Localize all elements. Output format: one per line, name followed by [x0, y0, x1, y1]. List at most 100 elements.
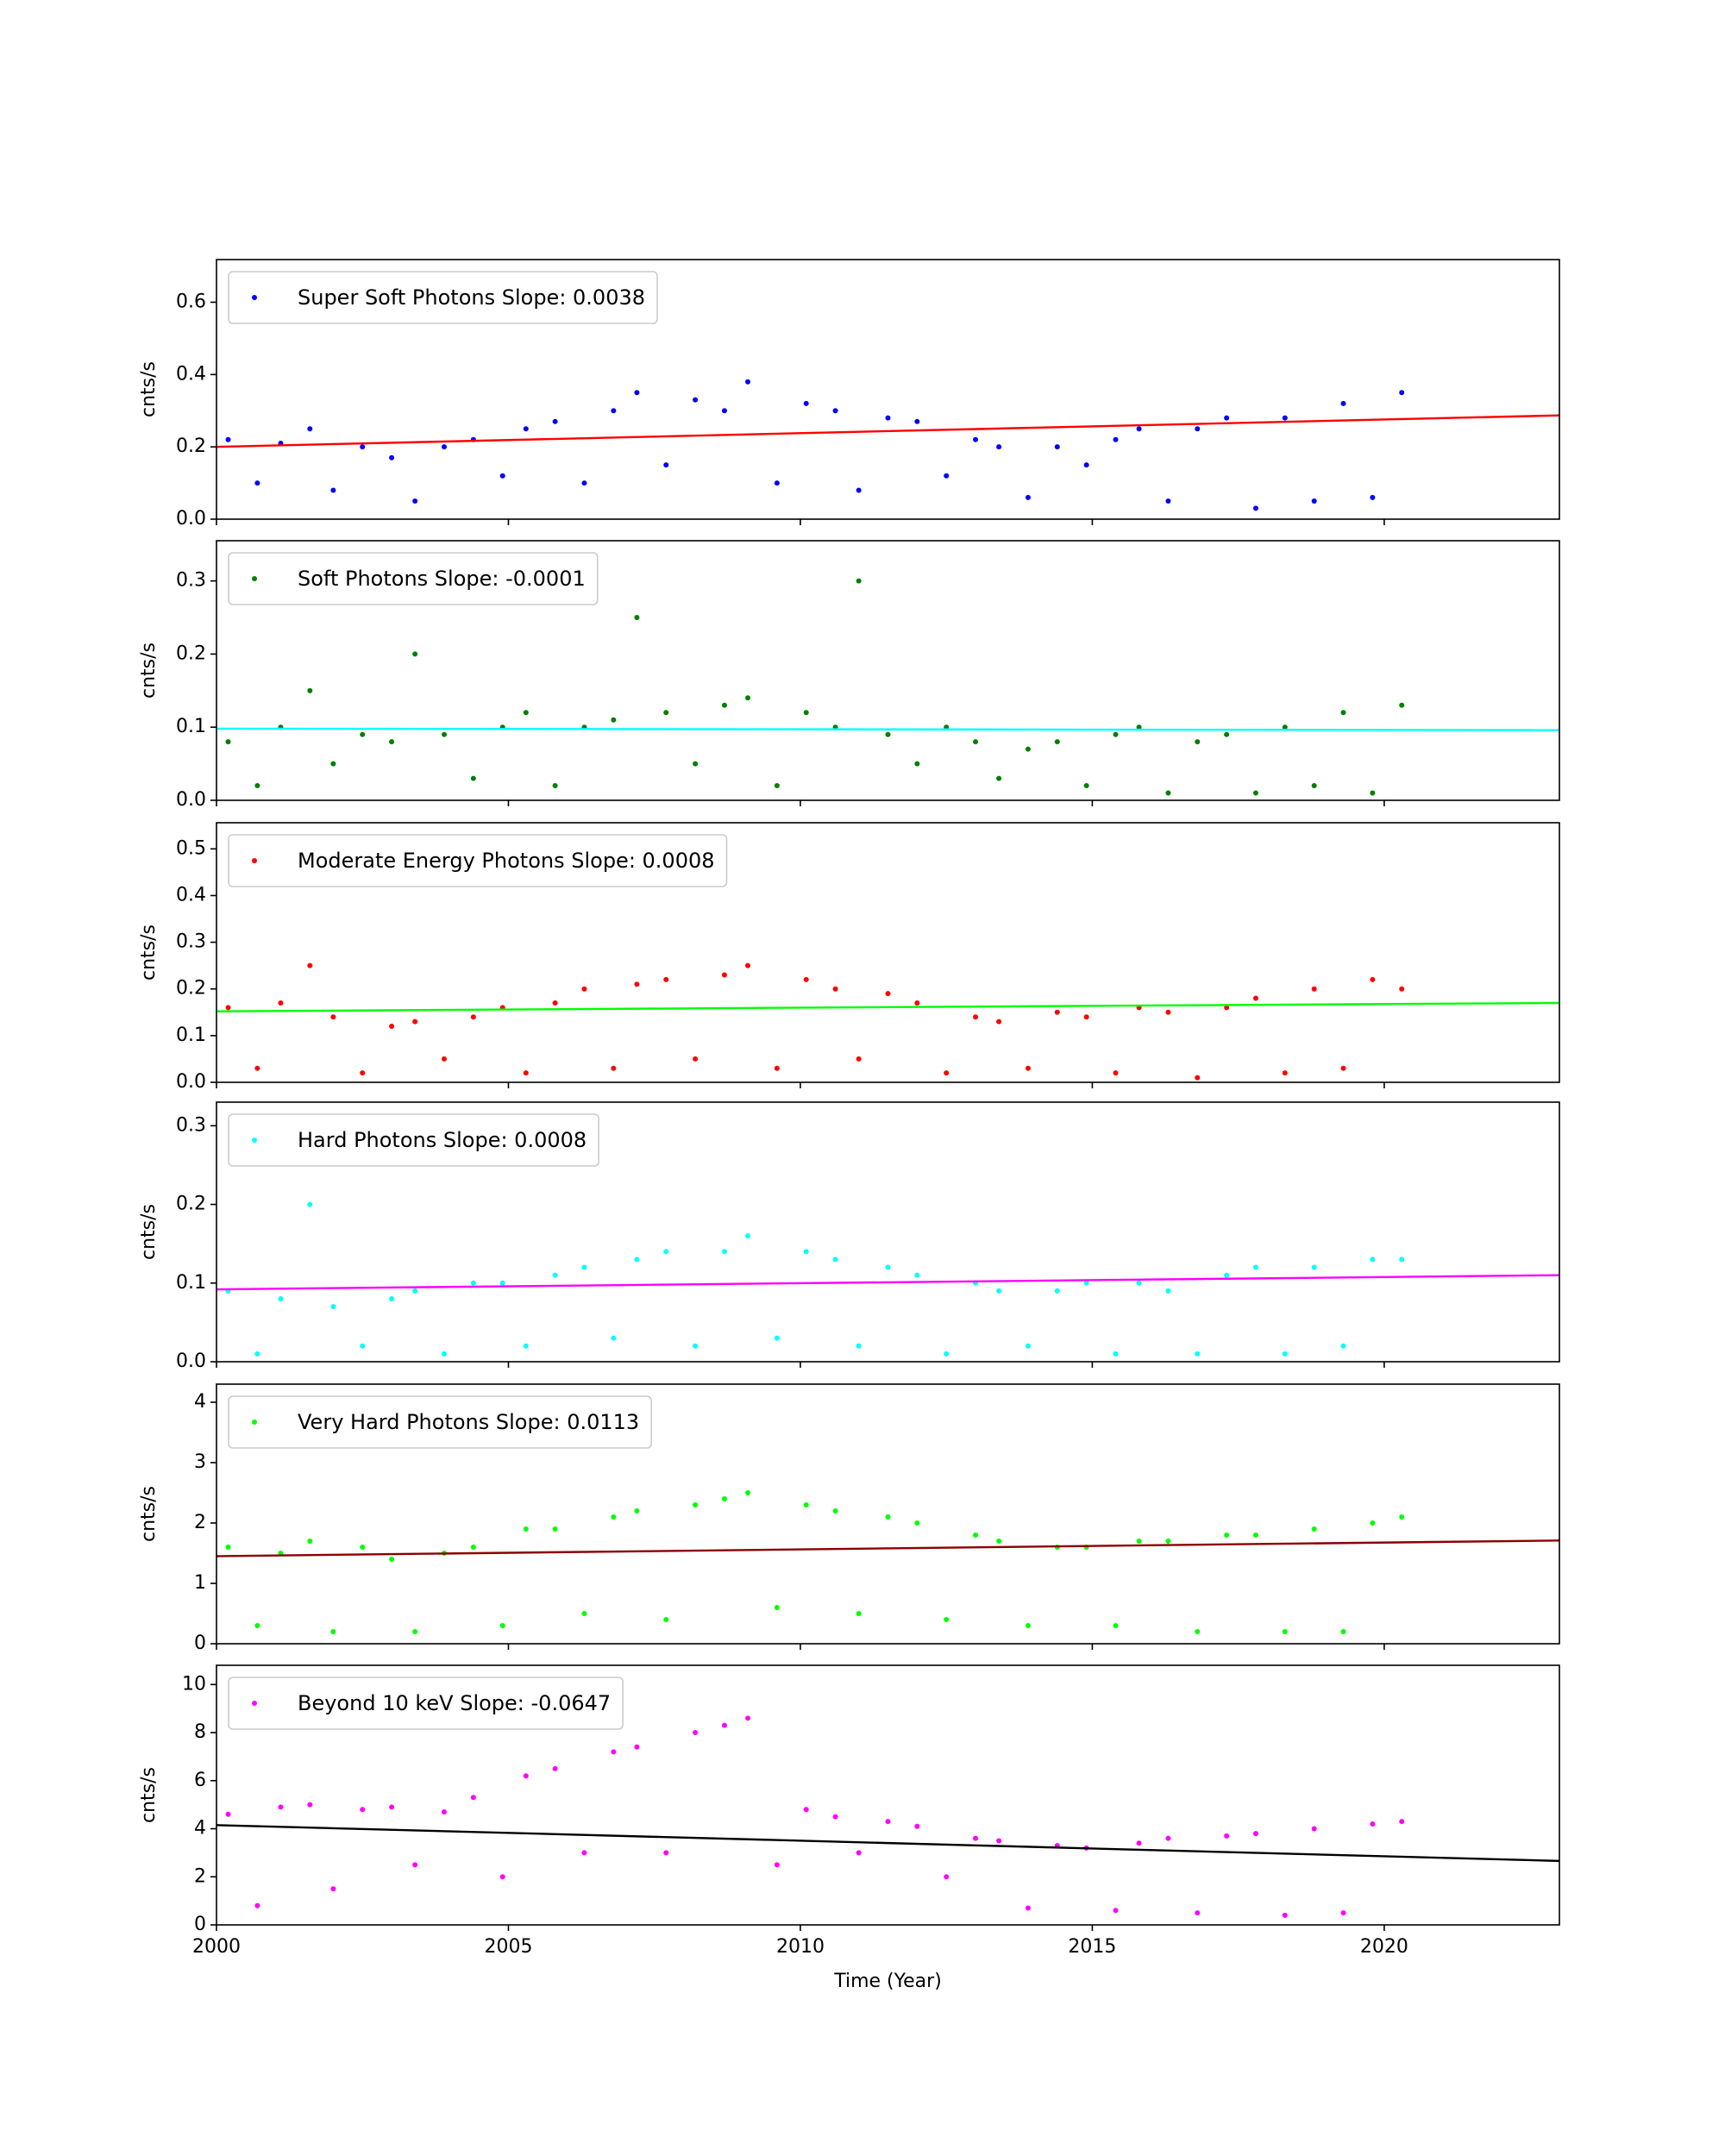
axes-frame: [216, 540, 1560, 801]
points: [225, 1490, 1405, 1634]
point: [254, 1065, 260, 1071]
point: [225, 1545, 231, 1550]
point: [552, 1526, 558, 1532]
point: [856, 1611, 862, 1616]
panel: 0.0 0.1 0.2 0.3 0.4 0.5 cnts/s Moderate Energy …: [138, 822, 1560, 1093]
point: [552, 783, 558, 789]
legend-box: [228, 552, 599, 605]
point: [1399, 1514, 1405, 1520]
fit-line: [216, 727, 1559, 731]
point: [663, 1850, 669, 1856]
point: [442, 1809, 448, 1815]
point: [663, 710, 669, 716]
point: [470, 775, 476, 781]
point: [307, 1802, 313, 1808]
point: [832, 408, 838, 414]
axes-frame: [216, 1101, 1560, 1363]
point: [1136, 724, 1142, 730]
point: [693, 397, 699, 403]
point: [254, 1623, 260, 1628]
y-tick-label: 0.1: [176, 716, 206, 737]
point: [1083, 783, 1089, 789]
x-tick-label: 2015: [1068, 1936, 1116, 1958]
point: [856, 1850, 862, 1856]
fit-line: [216, 1824, 1559, 1863]
legend-box: [228, 1113, 599, 1167]
point: [1311, 1526, 1317, 1532]
panel: 0.0 0.1 0.2 0.3 cnts/s Soft Photons Slope: -0…: [138, 540, 1560, 811]
point: [307, 687, 313, 693]
y-tick-label: 0.2: [176, 1194, 206, 1215]
point: [278, 1804, 284, 1810]
point: [1113, 1623, 1119, 1628]
legend-marker: [252, 858, 257, 863]
point: [330, 761, 336, 767]
point: [389, 454, 395, 461]
point: [611, 1514, 617, 1520]
point: [832, 1814, 838, 1820]
legend-text: Beyond 10 keV Slope: -0.0647: [298, 1691, 611, 1715]
axes-frame: [216, 1383, 1560, 1645]
y-tick-label: 0.3: [176, 570, 206, 592]
point: [1340, 710, 1346, 716]
point: [360, 1343, 366, 1349]
point: [774, 1862, 780, 1868]
point: [412, 1862, 418, 1868]
point: [470, 1280, 476, 1286]
point: [803, 1502, 809, 1507]
y-tick-label: 0.1: [176, 1025, 206, 1046]
point: [254, 480, 260, 486]
point: [389, 1296, 395, 1302]
point: [1025, 1065, 1031, 1071]
point: [1025, 1905, 1031, 1911]
point: [254, 783, 260, 789]
point: [470, 1795, 476, 1801]
point: [1340, 1343, 1346, 1349]
point: [1113, 1908, 1119, 1914]
point: [1399, 702, 1405, 708]
point: [634, 1257, 640, 1263]
point: [803, 1249, 809, 1255]
point: [1025, 746, 1031, 752]
y-tick-label: 10: [182, 1673, 206, 1695]
point: [1195, 739, 1201, 745]
point: [973, 1014, 979, 1020]
legend-marker: [252, 576, 257, 581]
point: [634, 390, 640, 396]
point: [1370, 494, 1376, 500]
point: [885, 991, 891, 997]
point: [523, 1773, 529, 1779]
point: [1370, 1520, 1376, 1526]
y-tick-label: 0: [194, 1633, 206, 1654]
point: [611, 1749, 617, 1755]
point: [1165, 790, 1171, 796]
point: [330, 1629, 336, 1634]
legend-text: Soft Photons Slope: -0.0001: [298, 567, 586, 591]
point: [996, 444, 1002, 450]
points: [225, 1201, 1405, 1357]
y-tick-label: 2: [194, 1865, 206, 1887]
point: [693, 1730, 699, 1736]
point: [499, 1874, 505, 1880]
point: [885, 731, 891, 737]
fit-line: [216, 1539, 1559, 1557]
point: [307, 1539, 313, 1544]
point: [611, 1065, 617, 1071]
point: [774, 1335, 780, 1341]
point: [1054, 739, 1060, 745]
point: [360, 1545, 366, 1550]
point: [581, 1264, 587, 1270]
point: [832, 986, 838, 992]
point: [774, 1605, 780, 1610]
point: [745, 379, 751, 385]
point: [1025, 494, 1031, 500]
points: [225, 1715, 1405, 1918]
point: [1165, 1835, 1171, 1841]
point: [581, 480, 587, 486]
point: [1282, 415, 1288, 421]
point: [885, 1264, 891, 1270]
point: [914, 1272, 920, 1278]
point: [1340, 1629, 1346, 1634]
legend-text: Super Soft Photons Slope: 0.0038: [298, 285, 645, 310]
point: [470, 1014, 476, 1020]
